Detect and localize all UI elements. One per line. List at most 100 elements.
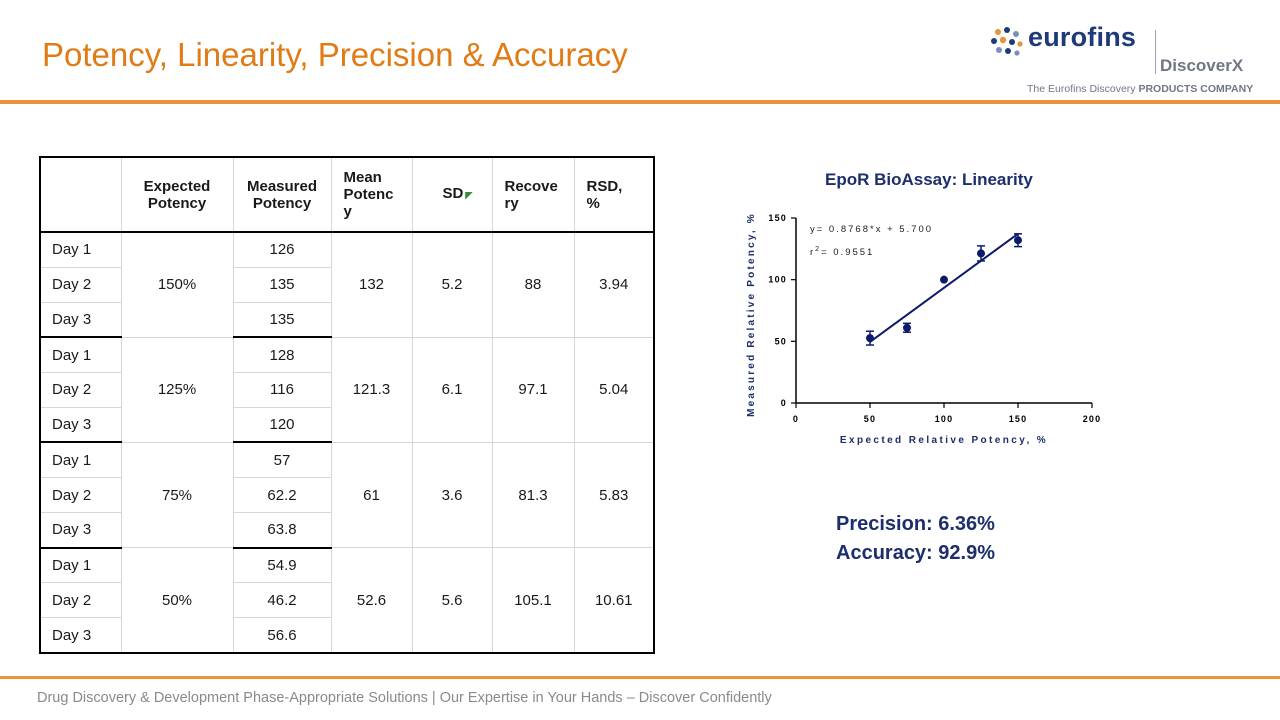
header-measured-potency: Measured Potency [232,156,332,233]
header-mean-line-1: Mean [343,169,382,186]
measured-potency-cell: 120 [232,406,332,444]
recovery-cell: 97.1 [491,336,575,443]
table-row: Day 3 56.6 [39,617,654,655]
measured-potency-cell: 63.8 [232,512,332,549]
chart-title: EpoR BioAssay: Linearity [825,170,1033,189]
header-mean-line-2: Potenc [343,186,394,203]
table-row: Day 3 120 [39,406,654,444]
y-tick-label: 150 [768,213,787,223]
table-row: Day 1 75% 57 61 3.6 81.3 5.83 [39,441,655,549]
mean-potency-cell: 132 [330,231,413,338]
day-cell: Day 2 [39,582,122,619]
table-row: Day 1 125% 128 121.3 6.1 97.1 5.04 [39,336,655,443]
x-axis-label: Expected Relative Potency, % [840,435,1048,446]
day-cell: Day 1 [39,441,122,479]
footer-rule [0,676,1280,679]
day-cell: Day 2 [39,371,122,408]
company-logo: eurofins DiscoverX The Eurofins Discover… [990,22,1253,100]
table-row: Day 1 150% 126 132 5.2 88 3.94 [39,231,655,338]
day-cell: Day 3 [39,617,122,655]
mean-potency-cell: 52.6 [330,547,413,654]
day-cell: Day 1 [39,336,122,373]
measured-potency-cell: 135 [232,301,332,339]
y-tick-label: 100 [768,275,787,285]
expected-potency-cell: 125% [120,336,234,443]
fit-line [869,232,1019,343]
x-tick-label: 50 [864,414,876,424]
comment-marker-icon: ◤ [465,190,473,200]
rsd-cell: 3.94 [573,231,655,338]
table-row: Day 3 135 [39,301,654,339]
r-squared-value: = 0.9551 [821,247,874,258]
recovery-cell: 88 [491,231,575,338]
rsd-cell: 5.83 [573,441,655,549]
mean-potency-cell: 61 [330,441,413,549]
y-tick-label: 0 [781,398,787,408]
table-header-row: Expected Potency Measured Potency Mean Po… [39,156,655,233]
header-recovery-line-2: ry [504,194,519,212]
header-sd: SD ◤ [411,156,493,233]
recovery-cell: 81.3 [491,441,575,549]
table-row: Day 2 135 [39,266,654,303]
header-rule [0,100,1280,104]
data-point [866,334,874,343]
table-row: Day 2 116 [39,371,654,408]
header-rsd-line-1: RSD, [586,177,623,195]
day-cell: Day 3 [39,301,122,339]
logo-wordmark: eurofins [1028,22,1137,52]
data-point [1014,236,1022,245]
sd-cell: 6.1 [411,336,493,443]
x-tick-label: 200 [1083,414,1102,424]
r-squared-prefix: r [810,247,815,258]
footer-text: Drug Discovery & Development Phase-Appro… [37,690,772,706]
header-day [39,156,122,233]
recovery-cell: 105.1 [491,547,575,654]
day-cell: Day 1 [39,547,122,584]
r-squared-superscript: 2 [815,246,821,253]
data-point [903,323,911,332]
r-squared-label: r2= 0.9551 [810,246,874,258]
day-cell: Day 3 [39,406,122,444]
precision-value: Precision: 6.36% [836,513,995,535]
sd-cell: 5.6 [411,547,493,654]
day-cell: Day 2 [39,477,122,514]
potency-table: Expected Potency Measured Potency Mean Po… [39,156,655,655]
table-row: Day 2 62.2 [39,477,654,514]
x-tick-label: 150 [1009,414,1028,424]
measured-potency-cell: 46.2 [232,582,332,619]
y-axis-label: Measured Relative Potency, % [746,212,757,417]
table-row: Day 1 50% 54.9 52.6 5.6 105.1 10.61 [39,547,655,654]
header-rsd-line-2: % [586,194,600,212]
measured-potency-cell: 62.2 [232,477,332,514]
measured-potency-cell: 56.6 [232,617,332,655]
rsd-cell: 5.04 [573,336,655,443]
logo-divider [1155,30,1156,74]
header-sd-label: SD [442,185,464,202]
logo-tagline-prefix: The Eurofins Discovery [1027,83,1136,95]
data-point [940,275,948,284]
logo-tagline: The Eurofins Discovery PRODUCTS COMPANY [1027,83,1253,95]
expected-potency-cell: 150% [120,231,234,338]
data-point [977,249,985,258]
header-recovery-line-1: Recove [504,177,558,195]
header-rsd: RSD,% [573,156,655,233]
fit-equation-label: y= 0.8768*x + 5.700 [810,224,933,235]
logo-sub-brand: DiscoverX [1160,56,1244,75]
expected-potency-cell: 50% [120,547,234,654]
logo-dots-icon [991,27,1023,56]
header-recovery: Recove ry [491,156,575,233]
accuracy-value: Accuracy: 92.9% [836,542,995,564]
day-cell: Day 2 [39,266,122,303]
table-row: Day 2 46.2 [39,582,654,619]
mean-potency-cell: 121.3 [330,336,413,443]
logo-tagline-bold: PRODUCTS COMPANY [1138,83,1254,95]
measured-potency-cell: 116 [232,371,332,408]
header-expected-potency: Expected Potency [120,156,234,233]
header-mean-line-3: y [343,203,352,220]
day-cell: Day 1 [39,231,122,268]
measured-potency-cell: 126 [232,231,332,268]
sd-cell: 5.2 [411,231,493,338]
linearity-chart: 0 50 100 150 200 0 50 100 150 Expected Relative P… [746,212,1102,446]
x-tick-label: 100 [935,414,954,424]
header-mean-potency: Mean Potenc y [330,156,413,233]
